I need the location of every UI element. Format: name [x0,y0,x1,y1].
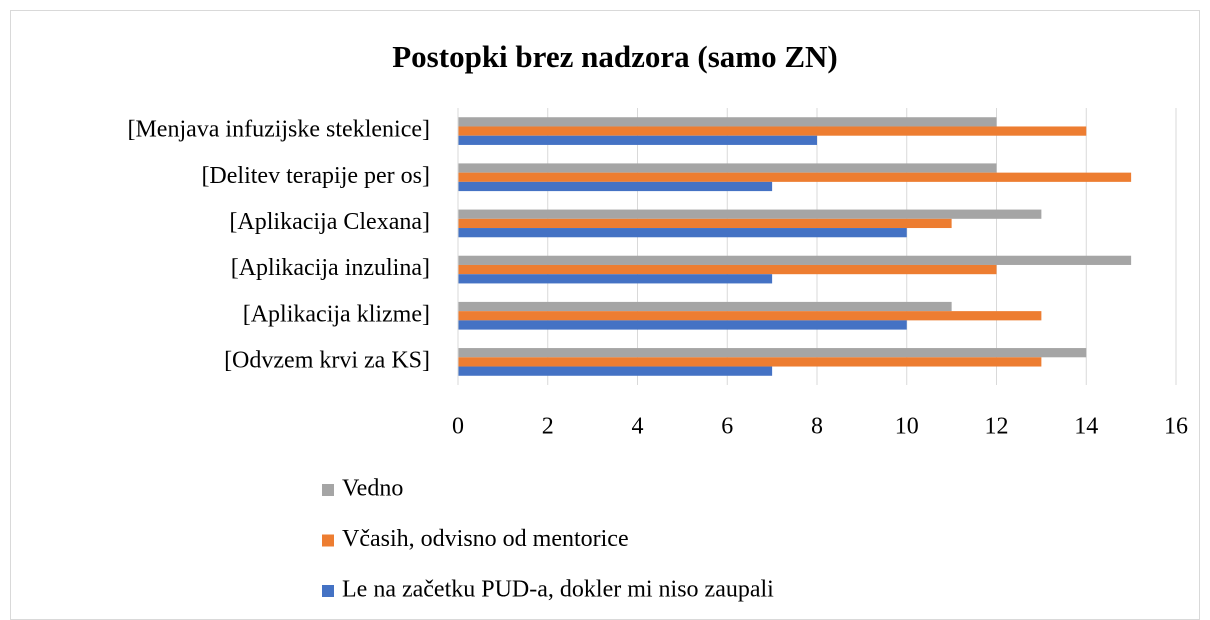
legend-swatch [322,484,334,496]
bar [458,357,1042,367]
x-tick-label: 2 [542,414,554,440]
legend-label: Vedno [342,476,403,502]
bar [458,117,997,127]
bar [458,264,997,275]
x-tick-label: 8 [811,414,823,440]
y-tick-label: [Odvzem krvi za KS] [224,347,430,373]
chart-title: Postopki brez nadzora (samo ZN) [392,39,837,74]
legend-label: Včasih, odvisno od mentorice [342,526,629,552]
y-tick-label: [Delitev terapije per os] [201,163,430,189]
legend-swatch [322,534,334,547]
bar [458,135,817,145]
bar [458,172,1132,182]
x-tick-label: 14 [1074,414,1098,440]
bar [458,274,773,284]
bar [458,218,952,229]
y-tick-label: [Aplikacija inzulina] [231,255,430,281]
legend-swatch [322,585,334,597]
x-tick-label: 16 [1164,414,1188,440]
bar [458,320,907,330]
x-tick-label: 4 [632,414,644,440]
bar [458,366,773,376]
y-tick-label: [Aplikacija Clexana] [229,209,430,235]
bar [458,228,907,238]
legend-label: Le na začetku PUD-a, dokler mi niso zaup… [342,577,774,603]
x-tick-label: 12 [985,414,1009,440]
y-tick-label: [Menjava infuzijske steklenice] [127,117,430,143]
x-tick-label: 0 [452,414,464,440]
bar [458,301,952,312]
x-tick-label: 10 [895,414,919,440]
y-tick-label: [Aplikacija klizme] [243,301,430,327]
bar [458,126,1087,136]
bar [458,255,1132,265]
bar [458,181,773,192]
bar [458,348,1087,358]
bar [458,209,1042,219]
bar [458,311,1042,321]
x-tick-label: 6 [721,414,733,440]
bar [458,163,997,173]
